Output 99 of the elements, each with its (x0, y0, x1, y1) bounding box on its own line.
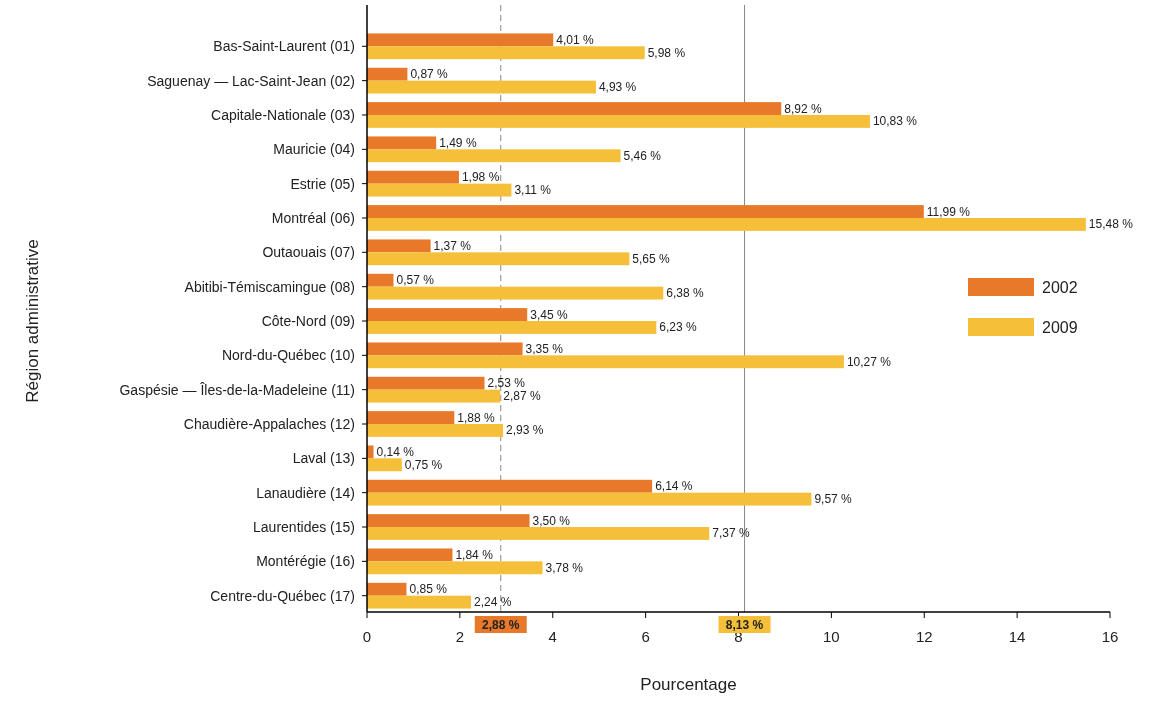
data-label: 5,65 % (632, 251, 671, 266)
bar (367, 114, 870, 128)
bar (367, 252, 630, 266)
bar (367, 80, 596, 94)
legend-label: 2009 (1042, 319, 1078, 336)
data-label: 3,50 % (532, 513, 571, 528)
data-label: 5,98 % (647, 45, 686, 60)
data-label: 15,48 % (1088, 217, 1134, 232)
bar (367, 149, 621, 163)
data-label: 3,35 % (525, 341, 564, 356)
bar (367, 136, 437, 150)
y-tick-label: Montérégie (16) (256, 553, 355, 570)
x-tick-label: 4 (548, 628, 557, 645)
data-label: 7,37 % (712, 526, 750, 541)
bar (367, 33, 554, 47)
y-tick-label: Saguenay — Lac-Saint-Jean (02) (147, 72, 355, 89)
y-tick-label: Capitale-Nationale (03) (211, 106, 355, 123)
bar (367, 445, 374, 459)
y-tick-label: Mauricie (04) (273, 141, 355, 158)
data-label: 3,11 % (514, 183, 552, 198)
data-label: 0,87 % (410, 67, 449, 82)
y-tick-label: Abitibi-Témiscamingue (08) (184, 278, 355, 295)
data-label: 2,53 % (487, 376, 526, 391)
data-label: 1,98 % (461, 170, 500, 185)
y-tick-label: Centre-du-Québec (17) (210, 587, 355, 604)
data-label: 0,57 % (396, 273, 435, 288)
data-label: 8,92 % (784, 101, 822, 116)
y-tick-label: Bas-Saint-Laurent (01) (213, 38, 355, 55)
data-label: 0,75 % (404, 457, 443, 472)
data-label: 4,93 % (598, 80, 637, 95)
data-label: 1,88 % (457, 410, 495, 425)
bar (367, 458, 402, 472)
ref-line-label: 2,88 % (482, 618, 520, 632)
y-tick-label: Laurentides (15) (253, 519, 355, 536)
x-tick-label: 10 (823, 628, 840, 645)
y-tick-label: Lanaudière (14) (256, 484, 355, 501)
data-label: 3,78 % (545, 560, 584, 575)
data-label: 1,49 % (439, 135, 477, 150)
data-label: 3,45 % (530, 307, 568, 322)
bar (367, 183, 512, 197)
bar (367, 561, 543, 575)
x-tick-label: 12 (915, 628, 933, 645)
bar (367, 514, 530, 528)
bar (367, 308, 528, 321)
data-label: 2,87 % (503, 389, 541, 404)
data-label: 6,38 % (666, 286, 704, 301)
bar (367, 548, 453, 562)
x-axis-title: Pourcentage (640, 675, 737, 694)
bar (367, 170, 459, 184)
data-label: 2,24 % (474, 595, 512, 610)
bar (367, 273, 394, 287)
y-tick-label: Montréal (06) (271, 209, 355, 226)
bar (367, 355, 844, 369)
bar (367, 582, 407, 596)
bar (367, 411, 455, 425)
data-label: 1,84 % (455, 547, 494, 562)
data-label: 0,85 % (409, 582, 448, 597)
y-tick-label: Chaudière-Appalaches (12) (183, 416, 355, 433)
bar (367, 376, 485, 390)
y-tick-label: Laval (13) (292, 450, 355, 467)
bar (367, 479, 653, 493)
data-label: 10,27 % (846, 354, 892, 369)
x-tick-label: 2 (455, 628, 465, 645)
legend-label: 2002 (1042, 279, 1078, 296)
y-tick-label: Outaouais (07) (262, 244, 355, 261)
bar (367, 595, 472, 609)
bar (367, 286, 664, 300)
y-tick-label: Gaspésie — Îles-de-la-Madeleine (11) (119, 381, 355, 398)
x-tick-label: 14 (1008, 628, 1026, 645)
y-tick-label: Estrie (05) (290, 175, 355, 192)
data-label: 0,14 % (376, 444, 415, 459)
data-label: 2,93 % (506, 423, 544, 438)
y-tick-label: Côte-Nord (09) (261, 313, 355, 329)
data-label: 5,46 % (623, 148, 662, 163)
data-label: 4,01 % (556, 32, 594, 47)
bar (367, 492, 812, 506)
bar (367, 342, 523, 356)
data-label: 9,57 % (814, 492, 853, 507)
bar (367, 67, 408, 81)
ref-line-label: 8,13 % (725, 618, 764, 632)
data-label: 10,83 % (872, 114, 918, 129)
data-label: 6,14 % (655, 479, 693, 494)
x-tick-label: 16 (1101, 628, 1119, 645)
data-label: 11,99 % (926, 204, 971, 219)
bar (367, 217, 1086, 231)
data-label: 1,37 % (433, 238, 472, 253)
y-axis-title: Région administrative (23, 239, 42, 403)
bar (367, 102, 782, 115)
y-tick-label: Nord-du-Québec (10) (221, 347, 355, 364)
data-label: 6,23 % (659, 320, 697, 335)
bar (367, 321, 657, 334)
x-tick-label: 6 (641, 628, 650, 645)
bar (367, 46, 645, 60)
bar (367, 205, 924, 218)
x-tick-label: 0 (362, 628, 372, 645)
bar (367, 527, 710, 540)
bar (367, 389, 501, 403)
bar (367, 424, 504, 437)
bar (367, 239, 431, 253)
